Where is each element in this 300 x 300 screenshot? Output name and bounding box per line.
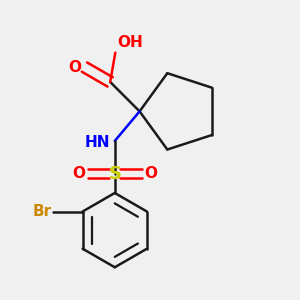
Text: HN: HN bbox=[85, 135, 110, 150]
Text: O: O bbox=[68, 60, 81, 75]
Text: O: O bbox=[72, 166, 85, 181]
Text: O: O bbox=[145, 166, 158, 181]
Text: Br: Br bbox=[32, 204, 51, 219]
Text: OH: OH bbox=[117, 35, 142, 50]
Text: S: S bbox=[108, 165, 121, 183]
